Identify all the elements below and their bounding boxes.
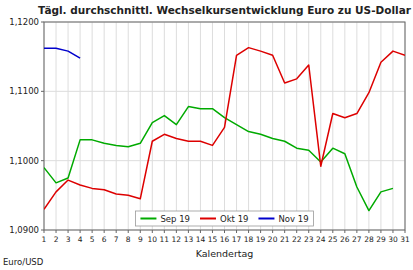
legend-swatch: [200, 218, 216, 220]
tick-label-x: 10: [148, 235, 158, 244]
tick-label-x: 5: [90, 235, 95, 244]
axes: 1234567891011121314151617181920212223242…: [9, 17, 410, 244]
y-axis-label: Euro/USD: [3, 257, 44, 267]
tick-label-x: 3: [66, 235, 71, 244]
grid-line-x: [176, 22, 177, 230]
tick-label-x: 6: [102, 235, 107, 244]
tick-label-y: 1,1000: [9, 156, 39, 166]
tick-label-x: 9: [138, 235, 143, 244]
grid-line-x: [392, 22, 393, 230]
legend: Sep 19 Okt 19 Nov 19: [135, 211, 313, 226]
grid-line-x: [248, 22, 249, 230]
tick-label-x: 21: [280, 235, 290, 244]
grid-line-x: [200, 22, 201, 230]
series-line: [44, 107, 393, 211]
title: Tägl. durchschnittl. Wechselkursentwickl…: [38, 4, 412, 16]
grid-line-x: [368, 22, 369, 230]
grid-line-x: [188, 22, 189, 230]
tick-label-x: 19: [256, 235, 266, 244]
legend-label: Nov 19: [278, 214, 308, 224]
grid-line-y: [44, 91, 405, 92]
grid-line-x: [104, 22, 105, 230]
tick-label-y: 1,1100: [9, 86, 39, 96]
grid-line-x: [116, 22, 117, 230]
tick-label-x: 31: [400, 235, 410, 244]
tick-label-x: 13: [184, 235, 194, 244]
tick-label-x: 1: [42, 235, 47, 244]
grid-line-x: [320, 22, 321, 230]
grid-line-x: [332, 22, 333, 230]
tick-label-x: 29: [376, 235, 386, 244]
grid-line-x: [284, 22, 285, 230]
tick-label-x: 25: [328, 235, 338, 244]
grid-line-x: [308, 22, 309, 230]
plot-frame: [44, 22, 405, 230]
grid-line-x: [380, 22, 381, 230]
tick-label-x: 26: [340, 235, 350, 244]
tick-label-x: 23: [304, 235, 314, 244]
tick-label-x: 24: [316, 235, 326, 244]
legend-swatch: [258, 218, 274, 220]
tick-label-x: 22: [292, 235, 302, 244]
tick-label-x: 12: [172, 235, 182, 244]
series-lines: [44, 48, 405, 211]
tick-label-x: 28: [364, 235, 374, 244]
tick-label-x: 27: [352, 235, 362, 244]
grid-line-x: [152, 22, 153, 230]
tick-label-x: 15: [208, 235, 218, 244]
tick-label-x: 30: [388, 235, 398, 244]
tick-label-x: 11: [160, 235, 170, 244]
grid-line-x: [296, 22, 297, 230]
grid-line-x: [56, 22, 57, 230]
tick-label-x: 20: [268, 235, 278, 244]
grid-line-x: [260, 22, 261, 230]
legend-swatch: [140, 218, 156, 220]
grid-line-x: [236, 22, 237, 230]
tick-label-y: 1,1200: [9, 17, 39, 27]
grid: [44, 22, 405, 230]
tick-label-y: 1,0900: [9, 225, 39, 235]
grid-line-x: [68, 22, 69, 230]
tick-label-x: 4: [78, 235, 83, 244]
grid-line-x: [164, 22, 165, 230]
grid-line-x: [128, 22, 129, 230]
series-line: [44, 48, 405, 210]
tick-label-x: 18: [244, 235, 254, 244]
tick-label-x: 2: [54, 235, 59, 244]
grid-line-x: [356, 22, 357, 230]
grid-line-x: [344, 22, 345, 230]
x-axis-label: Kalendertag: [196, 248, 254, 259]
legend-label: Sep 19: [160, 214, 190, 224]
legend-label: Okt 19: [220, 214, 248, 224]
tick-label-x: 8: [126, 235, 131, 244]
series-line: [44, 48, 80, 58]
grid-line-x: [92, 22, 93, 230]
chart: Tägl. durchschnittl. Wechselkursentwickl…: [0, 0, 413, 270]
tick-label-x: 14: [196, 235, 206, 244]
grid-line-x: [272, 22, 273, 230]
grid-line-x: [80, 22, 81, 230]
tick-label-x: 16: [220, 235, 230, 244]
legend-box: [135, 211, 313, 226]
grid-line-x: [212, 22, 213, 230]
tick-label-x: 17: [232, 235, 242, 244]
tick-label-x: 7: [114, 235, 119, 244]
grid-line-y: [44, 160, 405, 161]
